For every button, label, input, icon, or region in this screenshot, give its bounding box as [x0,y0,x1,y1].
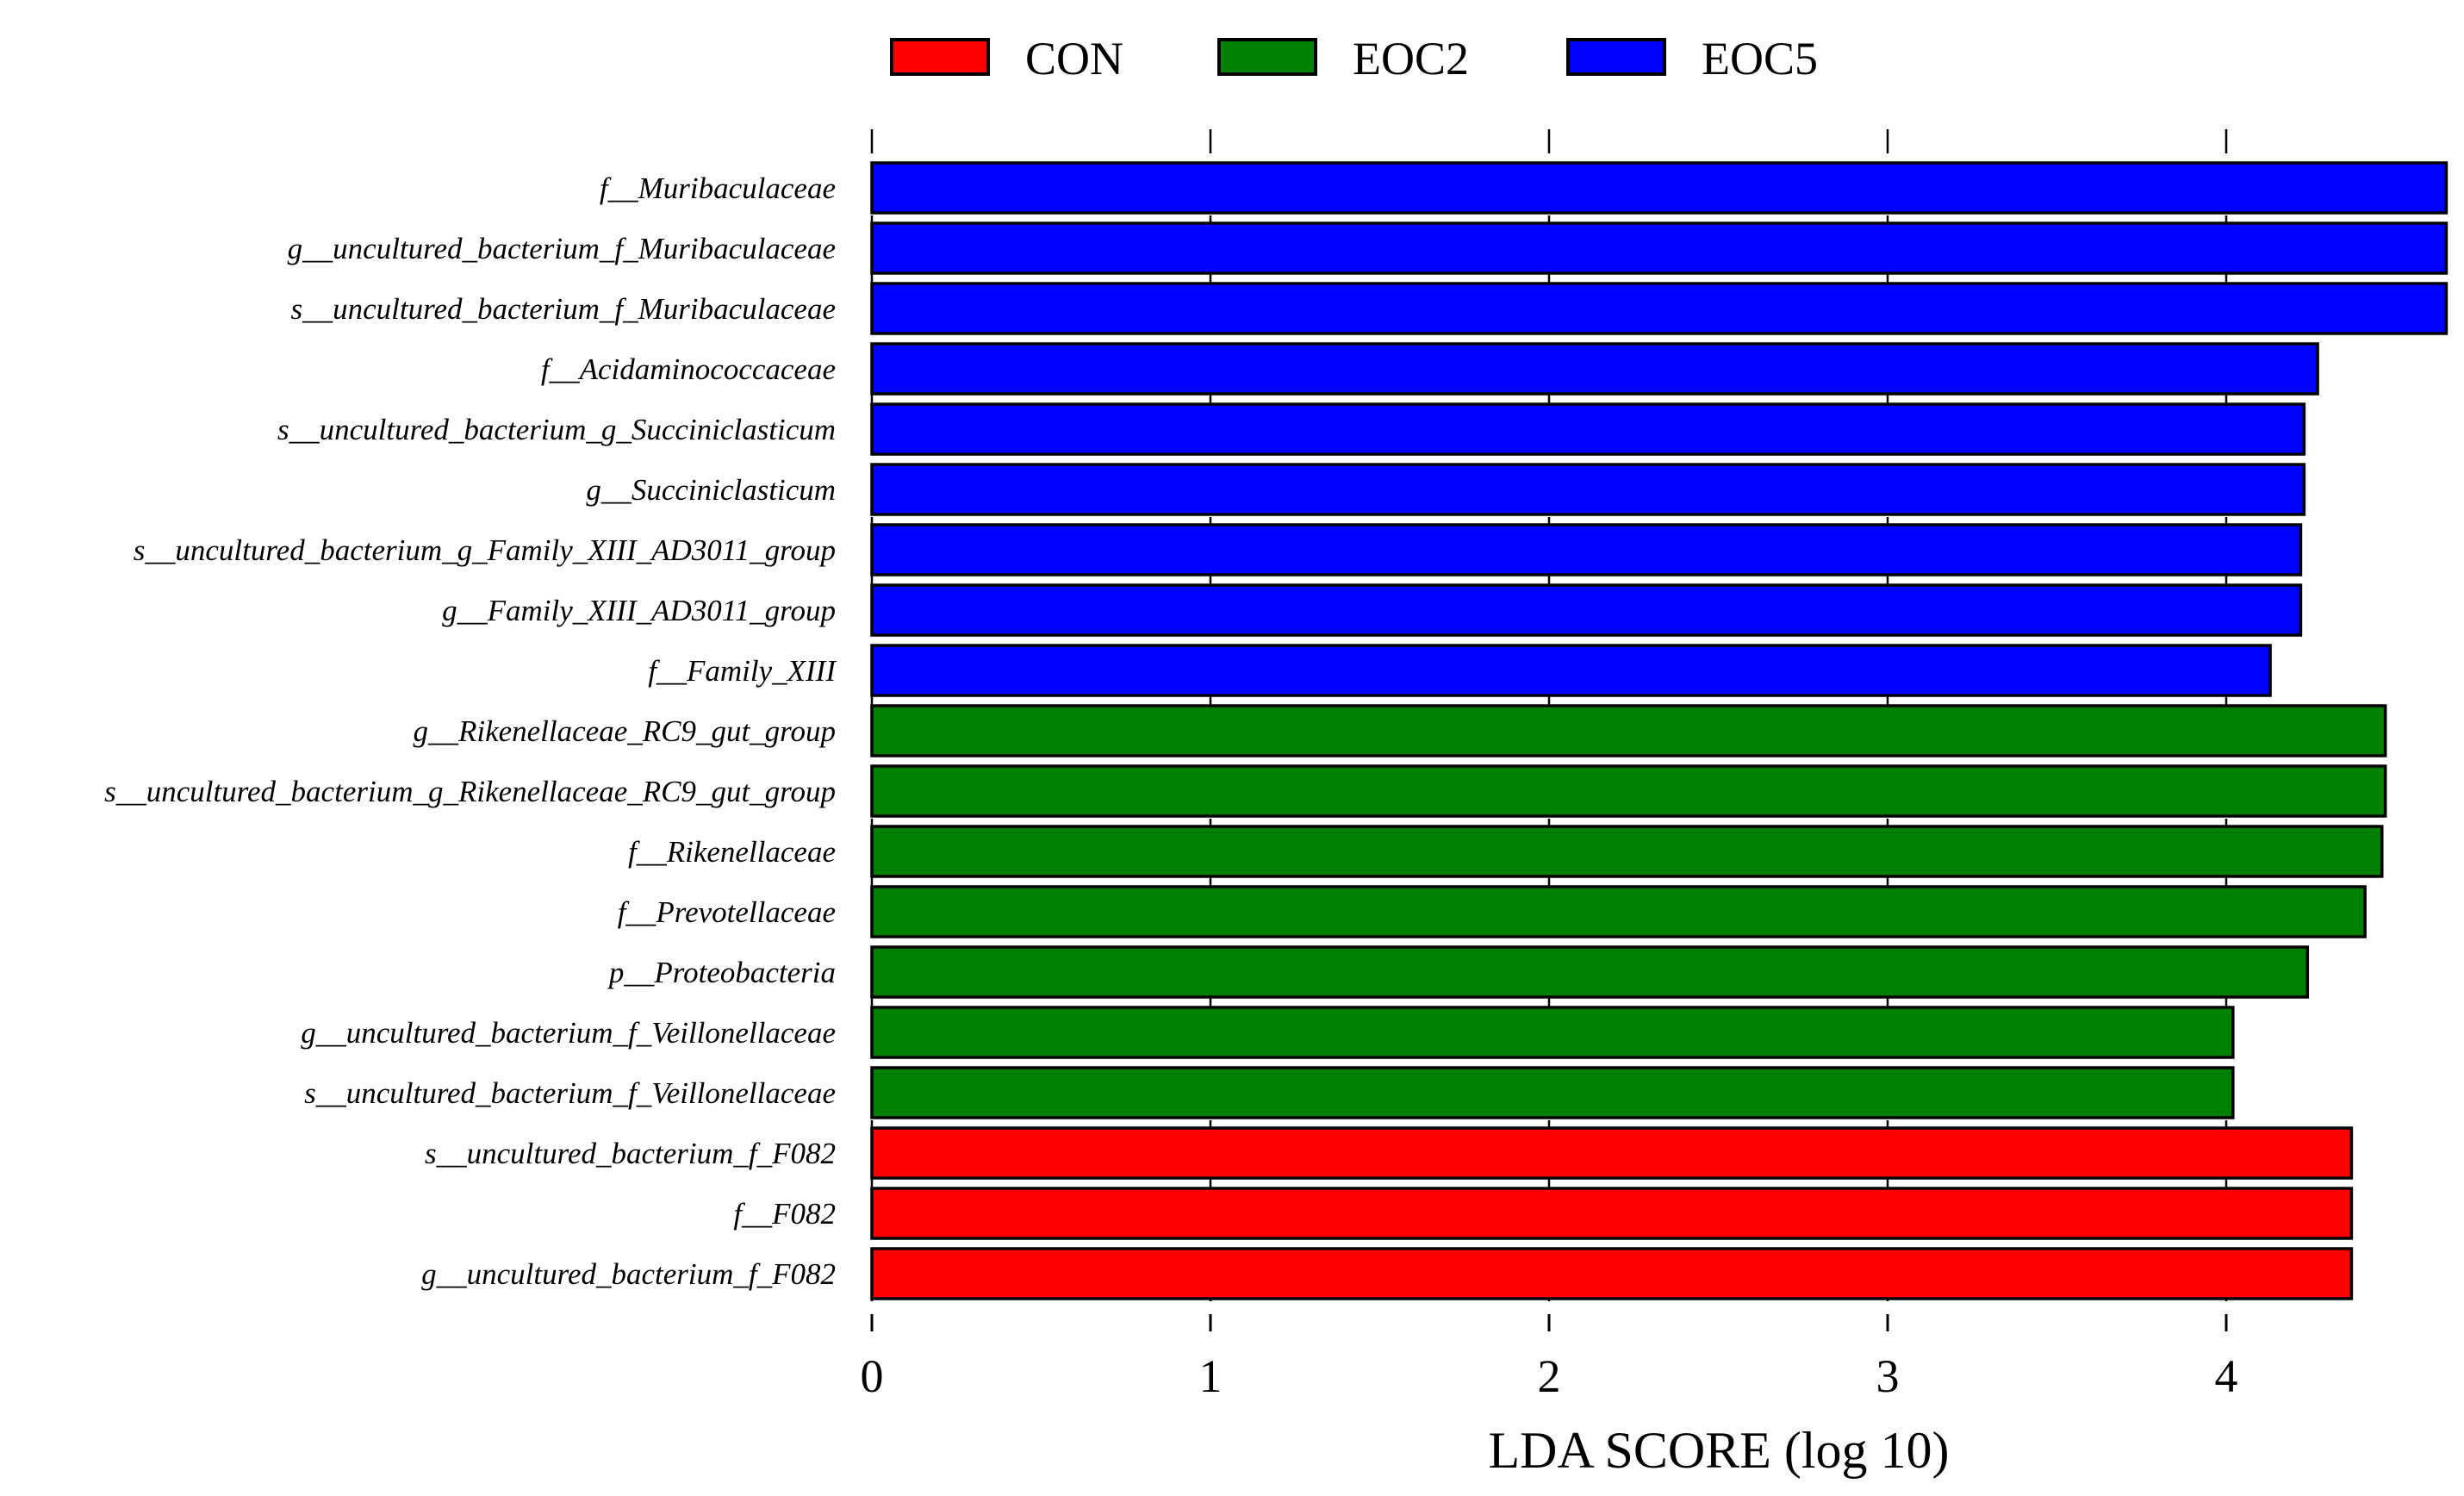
x-tick-label-4: 4 [2215,1350,2238,1402]
legend-swatch-eoc5 [1566,38,1666,76]
legend-label-con: CON [1025,33,1123,84]
bar-18 [870,1247,2354,1300]
category-label-2: s__uncultured_bacterium_f_Muribaculaceae [291,292,836,326]
bar-16 [870,1126,2354,1180]
x-tick-label-0: 0 [861,1350,884,1402]
category-label-9: g__Rikenellaceae_RC9_gut_group [413,714,836,748]
category-label-14: g__uncultured_bacterium_f_Veillonellacea… [301,1016,836,1050]
category-label-13: p__Proteobacteria [607,956,836,989]
category-label-5: g__Succiniclasticum [586,473,836,507]
bar-7 [870,583,2303,637]
bars [870,161,2448,1300]
x-axis-title: LDA SCORE (log 10) [1488,1422,1949,1479]
legend-swatch-eoc2 [1217,38,1317,76]
bar-13 [870,945,2310,999]
category-label-11: f__Rikenellaceae [628,835,836,869]
x-axis: 0 1 2 3 4 [861,1314,2238,1402]
bar-15 [870,1066,2235,1119]
legend: CON EOC2 EOC5 [890,33,1818,84]
bar-6 [870,523,2303,577]
category-label-1: g__uncultured_bacterium_f_Muribaculaceae [288,232,836,265]
category-label-18: g__uncultured_bacterium_f_F082 [421,1257,836,1291]
category-label-16: s__uncultured_bacterium_f_F082 [425,1137,836,1170]
bar-11 [870,825,2384,878]
category-label-8: f__Family_XIII [648,654,837,688]
bar-5 [870,463,2306,516]
bar-17 [870,1187,2354,1240]
legend-label-eoc2: EOC2 [1353,33,1469,84]
bar-9 [870,704,2387,757]
x-tick-label-1: 1 [1199,1350,1223,1402]
category-label-4: s__uncultured_bacterium_g_Succiniclastic… [277,413,836,446]
bar-1 [870,221,2448,275]
category-label-10: s__uncultured_bacterium_g_Rikenellaceae_… [104,775,836,808]
category-label-3: f__Acidaminococcaceae [541,352,836,386]
x-tick-label-3: 3 [1876,1350,1900,1402]
category-label-6: s__uncultured_bacterium_g_Family_XIII_AD… [134,533,836,567]
bar-3 [870,342,2319,396]
category-label-15: s__uncultured_bacterium_f_Veillonellacea… [304,1076,836,1110]
category-label-7: g__Family_XIII_AD3011_group [442,594,836,627]
bar-0 [870,161,2448,215]
bar-12 [870,885,2367,938]
x-tick-label-2: 2 [1538,1350,1561,1402]
legend-swatch-con [890,38,990,76]
bar-10 [870,764,2387,818]
category-label-0: f__Muribaculaceae [600,171,836,205]
bar-2 [870,282,2448,335]
category-labels: f__Muribaculaceae g__uncultured_bacterium… [104,171,837,1291]
legend-label-eoc5: EOC5 [1702,33,1818,84]
category-label-12: f__Prevotellaceae [618,895,836,929]
category-label-17: f__F082 [733,1197,836,1231]
bar-8 [870,644,2272,697]
bar-4 [870,402,2306,456]
bar-14 [870,1006,2235,1059]
